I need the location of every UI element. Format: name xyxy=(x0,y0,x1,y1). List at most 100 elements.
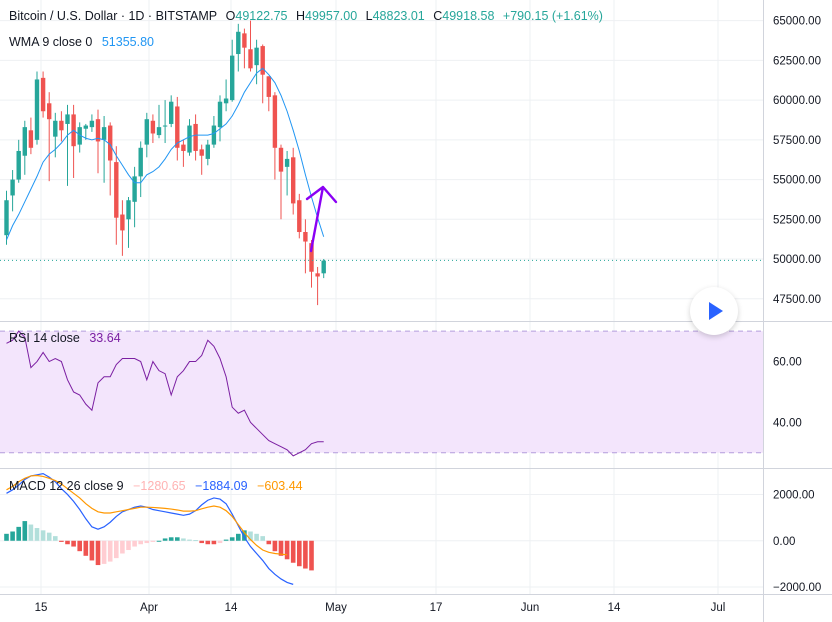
macd-hist-bar xyxy=(4,533,9,541)
candle xyxy=(223,79,229,112)
candle xyxy=(260,44,265,104)
low-value: 48823.01 xyxy=(372,9,425,23)
macd-line xyxy=(6,472,294,585)
macd-hist-bar xyxy=(65,540,70,545)
price-axis-label: 60000.00 xyxy=(773,95,821,107)
candle xyxy=(291,147,296,215)
candle xyxy=(236,23,241,72)
candle-body xyxy=(199,149,204,156)
macd-hist-bar xyxy=(40,530,46,541)
candle-body xyxy=(254,47,259,66)
candle-body xyxy=(65,114,70,124)
macd-hist-bar xyxy=(46,532,52,541)
price-axis[interactable]: 65000.00 62500.00 60000.00 57500.00 55000.00… xyxy=(773,16,821,594)
candle-body xyxy=(284,158,290,167)
candle xyxy=(187,119,192,156)
candle-body xyxy=(187,125,192,153)
candle xyxy=(10,170,15,212)
macd-hist-bar xyxy=(187,539,192,541)
candle xyxy=(162,100,168,144)
macd-hist-bar xyxy=(205,540,211,545)
time-axis-label: 14 xyxy=(225,602,238,614)
macd-hist-bar xyxy=(236,533,241,541)
candle xyxy=(181,139,186,167)
time-axis-label: Apr xyxy=(140,602,158,614)
macd-hist-value: −1280.65 xyxy=(133,479,186,493)
macd-hist-bar xyxy=(254,533,259,541)
candle xyxy=(34,71,40,145)
candle xyxy=(211,116,217,148)
time-axis-label: 17 xyxy=(430,602,443,614)
legend-macd[interactable]: MACD 12 26 close 9 −1280.65 −1884.09 −60… xyxy=(9,479,305,493)
candle-body xyxy=(248,49,253,69)
candle-body xyxy=(126,200,131,220)
macd-hist-bar xyxy=(272,540,278,552)
candle-body xyxy=(291,157,296,204)
candle-body xyxy=(28,130,34,148)
candle xyxy=(193,114,198,161)
candle xyxy=(156,104,162,139)
drawn-arrow[interactable] xyxy=(305,185,338,253)
macd-hist-bar xyxy=(162,538,168,541)
candle xyxy=(150,114,156,144)
price-axis-label: 2000.00 xyxy=(773,489,815,501)
candle-body xyxy=(169,101,174,124)
macd-hist-bar xyxy=(211,540,217,545)
legend-wma[interactable]: WMA 9 close 0 51355.80 xyxy=(9,35,156,49)
macd-histogram xyxy=(4,521,314,571)
macd-hist-bar xyxy=(266,540,272,545)
candle-body xyxy=(132,176,137,202)
candle xyxy=(272,92,278,180)
time-axis-label: May xyxy=(325,602,347,614)
price-axis-label: 52500.00 xyxy=(773,214,821,226)
candle-body xyxy=(144,119,149,145)
candle xyxy=(169,95,174,128)
macd-hist-bar xyxy=(260,536,265,541)
macd-hist-bar xyxy=(229,537,235,541)
candle-body xyxy=(266,76,271,97)
macd-hist-bar xyxy=(59,540,64,542)
candle-body xyxy=(47,103,52,120)
time-axis[interactable]: 15 Apr 14 May 17 Jun 14 Jul xyxy=(35,602,726,614)
symbol-title[interactable]: Bitcoin / U.S. Dollar · 1D · BITSTAMP xyxy=(9,9,218,23)
macd-hist-bar xyxy=(77,540,82,552)
candle-body xyxy=(278,147,284,172)
macd-hist-bar xyxy=(16,526,21,541)
candle xyxy=(278,144,284,220)
macd-hist-bar xyxy=(303,540,308,569)
candle xyxy=(114,146,119,245)
macd-hist-bar xyxy=(95,540,101,566)
chart-grid xyxy=(0,0,763,594)
candle xyxy=(303,219,308,274)
wma-line xyxy=(6,67,325,241)
candle-body xyxy=(315,273,320,277)
candle-body xyxy=(175,106,180,148)
price-axis-label: −2000.00 xyxy=(773,582,821,594)
candle-body xyxy=(150,120,156,134)
candle xyxy=(95,109,101,174)
candle xyxy=(132,166,137,228)
price-axis-label: 40.00 xyxy=(773,417,802,429)
macd-hist-bar xyxy=(223,539,229,541)
macd-hist-bar xyxy=(120,540,125,554)
candle xyxy=(16,139,21,183)
open-label: O xyxy=(225,9,236,23)
signal-line xyxy=(6,474,288,556)
open-value: 49122.75 xyxy=(235,9,288,23)
price-axis-label: 62500.00 xyxy=(773,55,821,67)
candle xyxy=(108,122,113,196)
close-label: C xyxy=(433,9,443,23)
candle xyxy=(230,39,235,102)
time-axis-label: Jun xyxy=(521,602,540,614)
candle-body xyxy=(272,95,278,148)
change-value: +790.15 (+1.61%) xyxy=(502,9,603,23)
candle xyxy=(199,144,204,175)
candle xyxy=(284,150,290,196)
legend-rsi[interactable]: RSI 14 close 33.64 xyxy=(9,331,123,345)
candle xyxy=(83,123,88,140)
replay-play-button[interactable] xyxy=(690,287,738,335)
candle-body xyxy=(211,125,217,145)
rsi-value: 33.64 xyxy=(89,331,121,345)
macd-hist-bar xyxy=(71,540,76,547)
